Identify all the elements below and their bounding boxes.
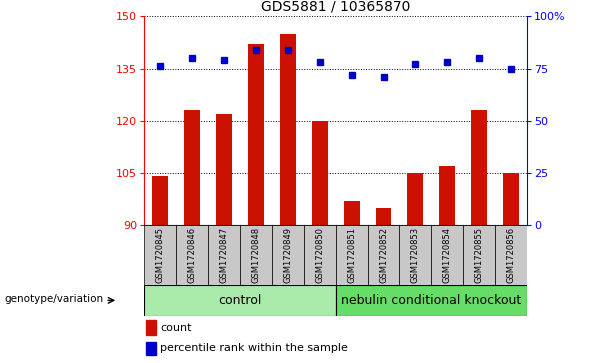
- Text: GSM1720854: GSM1720854: [443, 227, 452, 283]
- Bar: [144, 285, 336, 316]
- Text: GSM1720855: GSM1720855: [475, 227, 484, 283]
- Text: GSM1720850: GSM1720850: [315, 227, 324, 283]
- Text: GSM1720849: GSM1720849: [283, 227, 292, 283]
- Bar: [463, 225, 495, 285]
- Bar: [440, 166, 455, 225]
- Text: nebulin conditional knockout: nebulin conditional knockout: [341, 294, 522, 307]
- Bar: [216, 114, 232, 225]
- Bar: [176, 225, 208, 285]
- Bar: [240, 225, 272, 285]
- Text: GSM1720846: GSM1720846: [188, 227, 196, 283]
- Text: GSM1720847: GSM1720847: [219, 227, 229, 283]
- Bar: [280, 34, 295, 225]
- Bar: [272, 225, 303, 285]
- Text: GSM1720856: GSM1720856: [507, 227, 516, 283]
- Text: GSM1720853: GSM1720853: [411, 227, 420, 283]
- Bar: [376, 208, 392, 225]
- Bar: [248, 44, 264, 225]
- Bar: [400, 225, 432, 285]
- Text: GSM1720848: GSM1720848: [251, 227, 261, 283]
- Text: percentile rank within the sample: percentile rank within the sample: [160, 343, 348, 354]
- Bar: [336, 285, 527, 316]
- Bar: [336, 225, 368, 285]
- Bar: [208, 225, 240, 285]
- Bar: [147, 320, 156, 335]
- Text: genotype/variation: genotype/variation: [4, 294, 104, 304]
- Bar: [368, 225, 400, 285]
- Bar: [432, 225, 463, 285]
- Text: GSM1720852: GSM1720852: [379, 227, 388, 283]
- Text: GSM1720845: GSM1720845: [156, 227, 164, 283]
- Bar: [311, 121, 327, 225]
- Bar: [495, 225, 527, 285]
- Bar: [344, 201, 360, 225]
- Text: control: control: [218, 294, 262, 307]
- Text: count: count: [160, 323, 192, 333]
- Text: GSM1720851: GSM1720851: [347, 227, 356, 283]
- Bar: [408, 173, 424, 225]
- Bar: [152, 176, 168, 225]
- Title: GDS5881 / 10365870: GDS5881 / 10365870: [261, 0, 410, 14]
- Bar: [144, 225, 176, 285]
- Bar: [303, 225, 336, 285]
- Bar: [471, 110, 487, 225]
- Bar: [184, 110, 200, 225]
- Bar: [503, 173, 519, 225]
- Bar: [147, 342, 156, 355]
